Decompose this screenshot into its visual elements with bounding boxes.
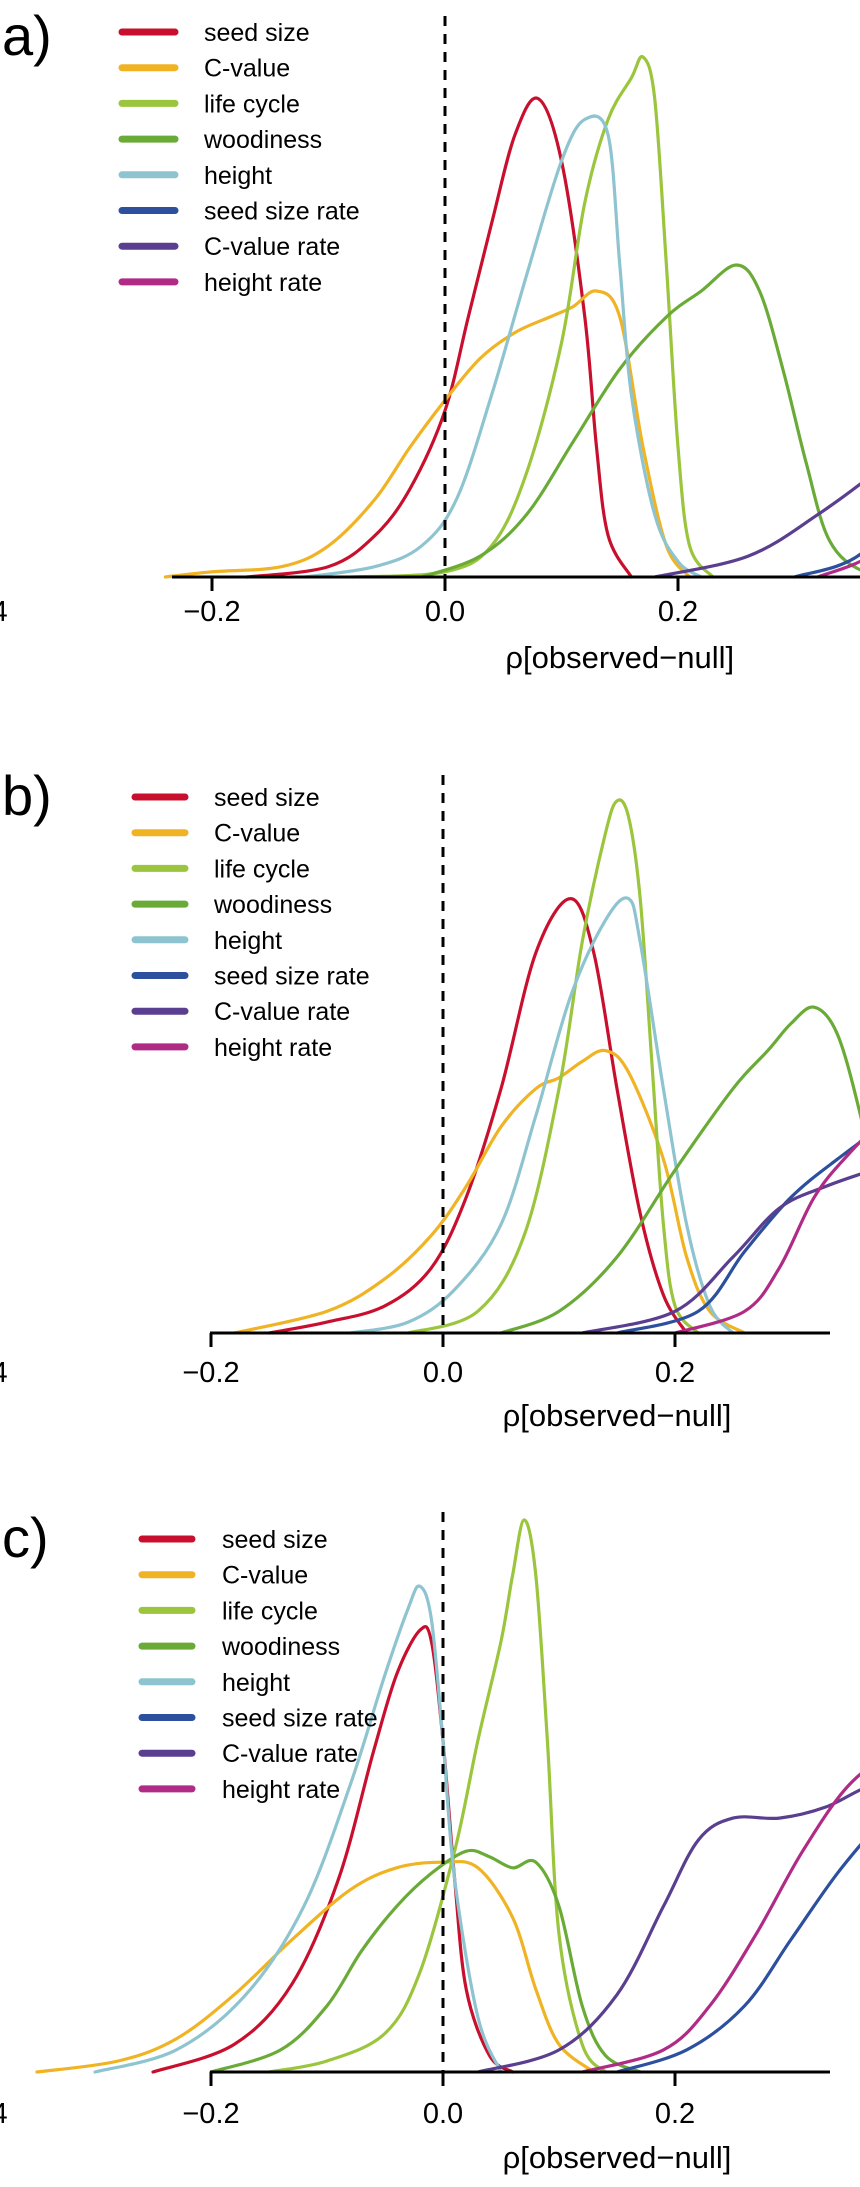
density-curve-height-rate	[580, 1772, 860, 2074]
legend-label-height: height	[214, 927, 282, 955]
legend-label-seed-size: seed size	[204, 19, 310, 47]
density-curve-c-value-rate	[653, 482, 860, 579]
density-curve-seed-size	[245, 96, 633, 579]
x-axis: −0.4−0.20.00.20.40.6ρ[observed−null]	[0, 1331, 830, 1433]
legend-label-life-cycle: life cycle	[214, 855, 310, 883]
x-tick-label: 0.2	[655, 2098, 695, 2130]
density-curve-c-value	[163, 289, 692, 579]
density-curve-height	[303, 114, 703, 579]
legend-label-seed-size-rate: seed size rate	[204, 198, 360, 226]
panel-label-b: b)	[2, 764, 52, 827]
density-curve-height-rate	[816, 559, 860, 579]
panel-label-c: c)	[2, 1506, 49, 1569]
x-tick-label: −0.2	[182, 1357, 239, 1389]
legend: seed size C-value life cycle woodiness heigh…	[118, 19, 360, 297]
legend: seed size C-value life cycle woodiness heigh…	[131, 784, 370, 1062]
density-curve-seed-size-rate	[615, 1140, 860, 1335]
density-curve-height-rate	[673, 1139, 860, 1335]
legend-label-woodiness: woodiness	[221, 1633, 340, 1661]
x-axis-title: ρ[observed−null]	[503, 1398, 732, 1433]
x-tick-label: −0.4	[0, 596, 8, 628]
legend-label-c-value: C-value	[214, 820, 300, 848]
legend-label-seed-size-rate: seed size rate	[222, 1705, 378, 1733]
legend-label-c-value: C-value	[222, 1562, 308, 1590]
legend-label-seed-size: seed size	[214, 784, 320, 812]
panel-label-a: a)	[2, 4, 52, 67]
x-axis-title: ρ[observed−null]	[505, 640, 734, 675]
density-curves	[163, 54, 860, 579]
density-curve-life-cycle	[406, 798, 700, 1335]
panel-a: a)−0.4−0.20.00.20.40.6ρ[observed−null]se…	[0, 4, 860, 675]
legend-label-c-value: C-value	[204, 55, 290, 83]
x-tick-label: 0.2	[655, 1357, 695, 1389]
x-axis: −0.4−0.20.00.20.40.6ρ[observed−null]	[0, 575, 860, 675]
density-curve-c-value-rate	[476, 1788, 860, 2074]
density-curves	[232, 798, 860, 1335]
x-tick-label: −0.4	[0, 1357, 8, 1389]
x-tick-label: 0.0	[423, 1357, 463, 1389]
legend-label-c-value-rate: C-value rate	[214, 998, 350, 1026]
legend-label-seed-size-rate: seed size rate	[214, 963, 370, 991]
density-curve-seed-size-rate	[792, 552, 860, 579]
x-tick-label: 0.0	[425, 596, 465, 628]
legend-label-height-rate: height rate	[204, 269, 322, 297]
legend-label-c-value-rate: C-value rate	[204, 233, 340, 261]
legend-label-life-cycle: life cycle	[222, 1597, 318, 1625]
density-curve-height	[93, 1584, 503, 2074]
density-curve-c-value-rate	[580, 1172, 860, 1335]
density-curve-woodiness	[499, 1005, 860, 1335]
x-tick-label: −0.2	[183, 596, 240, 628]
density-curve-life-cycle	[350, 54, 715, 579]
x-tick-label: −0.4	[0, 2098, 8, 2130]
density-curves	[35, 1518, 860, 2074]
panel-b: b)−0.4−0.20.00.20.40.6ρ[observed−null]se…	[0, 764, 860, 1433]
density-curve-life-cycle	[267, 1518, 607, 2074]
density-curve-woodiness	[420, 263, 860, 579]
density-curve-seed-size	[267, 897, 689, 1335]
legend-label-life-cycle: life cycle	[204, 90, 300, 118]
density-curve-seed-size	[151, 1625, 515, 2074]
density-curve-seed-size-rate	[615, 1842, 860, 2074]
x-axis: −0.4−0.20.00.20.40.6ρ[observed−null]	[0, 2070, 830, 2175]
x-tick-label: 0.0	[423, 2098, 463, 2130]
legend-label-height-rate: height rate	[222, 1776, 340, 1804]
density-curve-height	[348, 896, 735, 1335]
density-curve-woodiness	[209, 1848, 642, 2074]
legend-label-woodiness: woodiness	[203, 126, 322, 154]
x-tick-label: −0.2	[182, 2098, 239, 2130]
legend-label-seed-size: seed size	[222, 1526, 328, 1554]
legend-label-c-value-rate: C-value rate	[222, 1740, 358, 1768]
density-curve-c-value	[35, 1859, 596, 2074]
panel-c: c)−0.4−0.20.00.20.40.6ρ[observed−null]se…	[0, 1506, 860, 2175]
density-curve-c-value	[232, 1048, 747, 1335]
legend-label-height-rate: height rate	[214, 1034, 332, 1062]
x-tick-label: 0.2	[658, 596, 698, 628]
legend-label-height: height	[222, 1669, 290, 1697]
legend-label-height: height	[204, 162, 272, 190]
legend-label-woodiness: woodiness	[213, 891, 332, 919]
legend: seed size C-value life cycle woodiness heigh…	[138, 1526, 378, 1804]
x-axis-title: ρ[observed−null]	[503, 2140, 732, 2175]
